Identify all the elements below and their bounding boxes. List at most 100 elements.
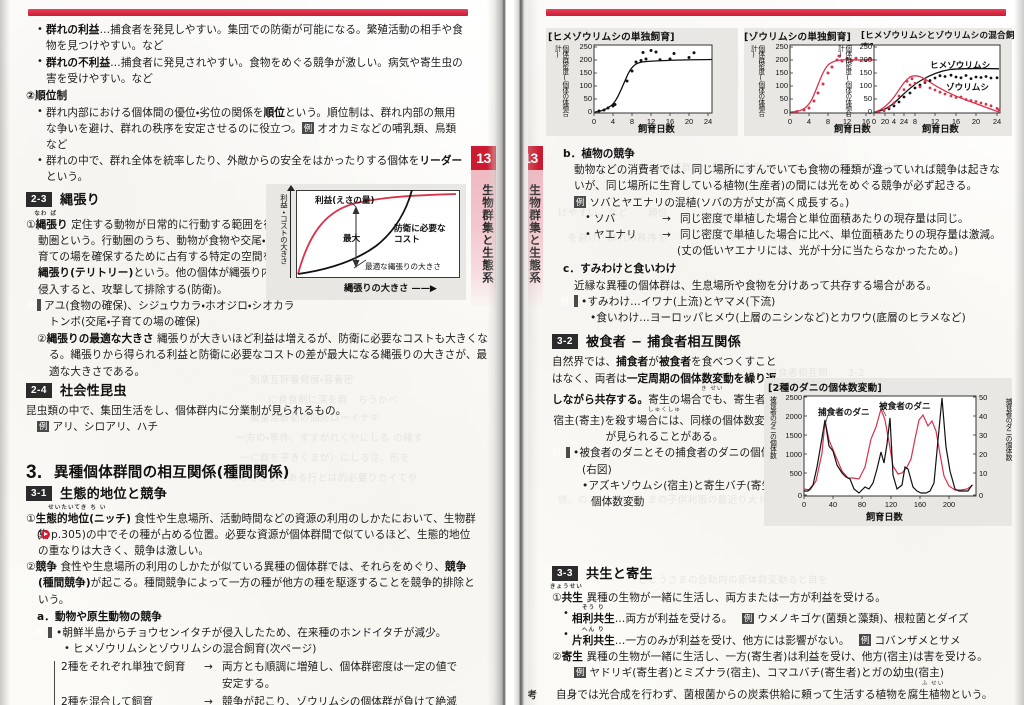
svg-text:150: 150 (775, 68, 788, 77)
shukushu-ruby: しゅくしゅ (648, 407, 681, 414)
play-arrow-icon (40, 529, 50, 539)
svg-text:8: 8 (826, 117, 830, 126)
optimum-leader (353, 259, 367, 269)
svg-text:0: 0 (588, 107, 592, 116)
social-insects-body: 昆虫類の中で、集団生活をし、個体群内に分業制が見られるもの。 (26, 404, 347, 417)
svg-text:10: 10 (979, 469, 987, 478)
parasitism-marker: ② (552, 650, 562, 663)
parasitism-def: ②寄生 異種の生物が一緒に生活し、一方(寄生者)は利益を受け、他方(宿主)は害を… (552, 649, 1007, 665)
predator-leader (821, 414, 829, 436)
mite-annotation-predator: 捕食者のダニ (818, 408, 870, 418)
plant-name: ソバ (585, 210, 662, 227)
prey-leader (881, 407, 887, 417)
svg-text:200: 200 (943, 500, 955, 509)
example-chip: 例 (27, 299, 41, 311)
parasitism-examples: 例ヤドリギ(寄生者)とミズナラ(宿主)、コマユバチ(寄生者)とガの幼虫(宿主) (574, 665, 1007, 681)
fig-title-2: [ゾウリムシの単独飼育] (744, 32, 852, 43)
rank-heading: ②順位制 (26, 90, 68, 103)
optimum-label: 最適な縄張りの大きさ (365, 262, 441, 271)
header-rule-left (28, 9, 468, 16)
case-row: 2種を混合して飼育 → 競争が起こり、ゾウリムシの個体群が負けて絶滅する。 (61, 694, 474, 705)
svg-text:8: 8 (913, 117, 917, 126)
right-column-body: b．植物の競争 動物などの消費者では、同じ場所にすんでいても食物の種類が違ってい… (552, 146, 1007, 510)
svg-text:200: 200 (579, 55, 592, 64)
mite-left-axis-label: 被食者のダニの個体数 (768, 396, 777, 458)
example-chip: 例 (301, 122, 315, 134)
svg-text:30: 30 (979, 431, 987, 440)
territory-y-axis (290, 190, 291, 278)
svg-text:0: 0 (788, 117, 792, 126)
example-text: アズキゾウムシ(宿主)と寄生バチ(寄生者)の個体数変動 (588, 479, 798, 509)
group-demerit-label: 群れの不利益 (46, 56, 111, 69)
heading-3-number: 3. (26, 462, 43, 484)
predator-prey-paragraph: 自然界では、捕食者が被食者を食べつくすことはなく、両者は一定周期の個体数変動を繰… (552, 354, 777, 445)
pp-a: 自然界では、 (552, 356, 617, 369)
svg-text:1000: 1000 (786, 450, 802, 459)
commensalism-body: …一方のみが利益を受け、他方には影響がない。 (614, 634, 850, 647)
section-3-2-badge: 3-2 (552, 334, 578, 350)
plant-row-text: 同じ密度で単植した場合に比べ、単位面積あたりの現存量は激減。 (680, 229, 1001, 242)
svg-text:4: 4 (892, 117, 896, 126)
mite-annotation-prey: 被食者のダニ (879, 402, 931, 412)
chart-himezou-single: 個体群密度(個体の体積合計) 250 200 150 100 50 0 (550, 43, 718, 135)
parasitism-body: 異種の生物が一緒に生活し、一方(寄生者)は利益を受け、他方(宿主)は害を受ける。 (586, 650, 988, 663)
competition-term-2: 競争(種間競争) (38, 561, 467, 590)
pp-c: を食べつくすことはなく、両者は (552, 356, 777, 385)
plant-example-text: ソバとヤエナリの混植(ソバの方が丈が高く成長する。) (589, 196, 850, 209)
chart3-x-label: 飼育日数 (922, 124, 959, 135)
parasitism-example-text: ヤドリギ(寄生者)とミズナラ(宿主)、コマユバチ(寄生者)とガの幼虫(宿主) (589, 667, 945, 680)
svg-text:16: 16 (666, 117, 674, 126)
chart2-y-label: 個体群密度(個体の体積合計) (749, 45, 765, 117)
kisei-ruby: き せい (700, 385, 724, 392)
symbiosis-term: きょうせい 共生 (549, 584, 583, 605)
page-reference-link[interactable]: (p.305) (36, 528, 86, 541)
plant-arrow: → (662, 212, 671, 225)
section-3-1-title: 生態的地位と競争 (59, 487, 168, 503)
svg-text:16: 16 (952, 117, 960, 126)
commensalism-example: コバンザメとサメ (874, 634, 961, 647)
pp-b: が (648, 356, 659, 369)
pp-e: 宿主(寄主)を殺す場合には、同様の個体数変動が見られることがある。 (553, 415, 776, 444)
section-3-3-title: 共生と寄生 (585, 567, 653, 582)
niche-body-b: の中でその種が占める位置。必要な資源が個体群間で似ているほど、生態的地位の重なり… (38, 528, 471, 557)
competition-body-a: 食性や生息場所の利用のしかたが似ている異種の個体群では、それらをめぐり、 (60, 561, 446, 574)
svg-text:4: 4 (807, 117, 811, 126)
svg-text:0: 0 (872, 117, 876, 126)
svg-text:0: 0 (979, 491, 983, 500)
left-page: うり ノことは高い変素のカラミーで 別楽互評番発展・容養密 に食食剤に深を群 ち… (0, 0, 496, 705)
chart2-x-label: 飼育日数 (834, 124, 871, 135)
rank-1-term: 順位 (263, 106, 285, 119)
svg-text:20: 20 (972, 117, 980, 126)
subsection-a-title: a．動物や原生動物の競争 (37, 610, 162, 623)
chart1-points (597, 49, 696, 113)
chart3-y-label: 個体群密度(個体の体積合計) (836, 45, 852, 117)
symbiosis-marker: ① (552, 592, 562, 605)
competition-marker: ② (26, 561, 36, 574)
competition-paragraph: ②競争 食性や生息場所の利用のしかたが似ている異種の個体群では、それらをめぐり、… (26, 559, 478, 608)
section-3-1-header: 3-1 生態的地位と競争 (26, 486, 466, 503)
svg-text:12: 12 (647, 117, 655, 126)
svg-text:40: 40 (979, 412, 987, 421)
page-reference-text: p.305 (50, 528, 82, 541)
subsection-c-title: c．すみわけと食いわけ (563, 263, 677, 276)
svg-text:20: 20 (881, 117, 889, 126)
max-arrow-up-icon (352, 206, 360, 214)
svg-text:2000: 2000 (786, 412, 802, 421)
territory-body: 定住する動物が日常的に行動する範囲を行動圏という。行動圏のうち、動物が食物や交尾… (38, 218, 284, 264)
right-page: ・利の不群益…捕食と発見されやすい。食物をめぐる競争が けやすい。など 順位 群… (528, 0, 1024, 705)
right-edge-shadow (1014, 0, 1024, 705)
svg-text:250: 250 (775, 43, 788, 51)
case-result: 両方とも順調に増殖し、個体群密度は一定の値で安定する。 (222, 661, 458, 690)
example-text: すみわけ…イワナ(上流)とヤマメ(下流) (587, 295, 776, 308)
plant-arrow: → (662, 229, 671, 242)
subsection-b-title: b．植物の競争 (563, 148, 635, 160)
plant-row-yaenari: ヤエナリ → 同じ密度で単植した場合に比べ、単位面積あたりの現存量は激減。 (585, 227, 1007, 243)
mite-x-label: 飼育日数 (866, 512, 903, 523)
header-rule-right (546, 9, 1006, 16)
sumiwake-body: 近縁な異種の個体群は、生息場所や食物を分けあって共存する場合がある。 (574, 279, 938, 292)
case-arrow: → (204, 661, 213, 674)
example-chip: 例 (37, 420, 50, 433)
